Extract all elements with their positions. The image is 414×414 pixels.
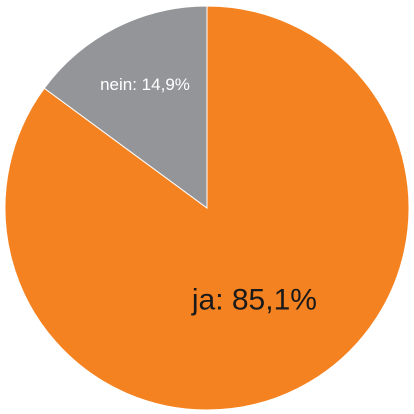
slice-label-nein: nein: 14,9%: [100, 75, 190, 94]
pie-labels: ja: 85,1% nein: 14,9%: [100, 75, 317, 317]
slice-label-ja: ja: 85,1%: [191, 284, 317, 317]
pie-slices: [4, 5, 410, 411]
slice-nein: [43, 5, 208, 209]
